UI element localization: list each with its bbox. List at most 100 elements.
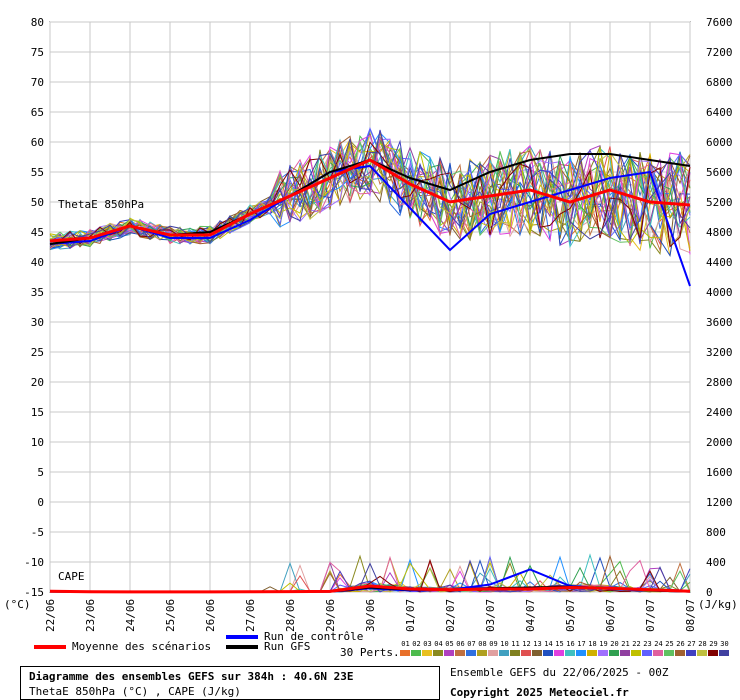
left-tick-label: 10 [31, 436, 44, 449]
left-tick-label: -15 [24, 586, 44, 599]
right-tick-label: 400 [706, 556, 726, 569]
theta-member-line [49, 148, 691, 248]
member-number: 25 [665, 640, 674, 648]
member-swatch [554, 650, 564, 656]
right-tick-label: 5600 [706, 166, 733, 179]
right-tick-label: 6400 [706, 106, 733, 119]
left-tick-label: 45 [31, 226, 44, 239]
member-swatch [664, 650, 674, 656]
gfs-label: Run GFS [264, 640, 311, 653]
diagram-subtitle: ThetaE 850hPa (°C) , CAPE (J/kg) [29, 685, 241, 698]
member-number: 05 [445, 640, 454, 648]
right-tick-label: 5200 [706, 196, 733, 209]
member-number: 23 [643, 640, 652, 648]
member-number: 15 [555, 640, 564, 648]
x-date-label: 22/06 [44, 599, 57, 632]
member-swatch [653, 650, 663, 656]
member-swatch [587, 650, 597, 656]
right-tick-label: 0 [706, 586, 713, 599]
left-tick-label: 60 [31, 136, 44, 149]
right-tick-label: 7600 [706, 16, 733, 29]
member-swatch [686, 650, 696, 656]
left-tick-label: 40 [31, 256, 44, 269]
member-swatch [521, 650, 531, 656]
right-tick-label: 3200 [706, 346, 733, 359]
member-number: 26 [676, 640, 685, 648]
mean-line-swatch [34, 645, 66, 649]
member-number: 19 [599, 640, 608, 648]
member-number: 17 [577, 640, 586, 648]
left-tick-label: 65 [31, 106, 44, 119]
gfs-line-swatch [226, 645, 258, 649]
member-swatch [565, 650, 575, 656]
legend-control: Run de contrôle [226, 630, 363, 643]
member-swatch [532, 650, 542, 656]
member-number: 11 [511, 640, 520, 648]
mean-label: Moyenne des scénarios [72, 640, 212, 653]
member-number: 14 [544, 640, 553, 648]
member-swatch [488, 650, 498, 656]
member-swatch [400, 650, 410, 656]
right-unit-label: (J/kg) [698, 598, 738, 611]
member-number: 18 [588, 640, 597, 648]
member-number: 28 [698, 640, 707, 648]
member-number: 16 [566, 640, 575, 648]
x-date-label: 23/06 [84, 599, 97, 632]
legend-mean: Moyenne des scénarios [34, 640, 211, 653]
member-swatch [444, 650, 454, 656]
right-tick-label: 2000 [706, 436, 733, 449]
member-number: 20 [610, 640, 619, 648]
left-tick-label: 30 [31, 316, 44, 329]
member-swatch [576, 650, 586, 656]
x-date-label: 02/07 [444, 599, 457, 632]
member-number: 04 [434, 640, 443, 648]
member-swatch [422, 650, 432, 656]
x-axis-date-labels: 22/06 23/06 24/06 25/06 26/06 27/06 28/06 29/06… [44, 599, 697, 632]
member-number: 08 [478, 640, 487, 648]
member-number: 27 [687, 640, 696, 648]
x-date-label: 29/06 [324, 599, 337, 632]
left-tick-label: 55 [31, 166, 44, 179]
right-tick-label: 4400 [706, 256, 733, 269]
x-date-label: 07/07 [644, 599, 657, 632]
x-date-label: 04/07 [524, 599, 537, 632]
member-number: 24 [654, 640, 663, 648]
x-date-label: 24/06 [124, 599, 137, 632]
member-number: 01 [401, 640, 410, 648]
right-tick-label: 3600 [706, 316, 733, 329]
member-number: 21 [621, 640, 630, 648]
member-number: 29 [709, 640, 718, 648]
x-date-label: 28/06 [284, 599, 297, 632]
left-tick-label: 70 [31, 76, 44, 89]
left-tick-label: 35 [31, 286, 44, 299]
member-number: 09 [489, 640, 498, 648]
right-tick-label: 6800 [706, 76, 733, 89]
x-date-label: 25/06 [164, 599, 177, 632]
legend-perts-label: 30 Perts. [340, 646, 400, 659]
member-swatch [499, 650, 509, 656]
x-date-label: 27/06 [244, 599, 257, 632]
member-swatch [719, 650, 729, 656]
member-swatch [675, 650, 685, 656]
left-tick-label: -5 [31, 526, 44, 539]
left-tick-label: 5 [37, 466, 44, 479]
left-tick-label: 20 [31, 376, 44, 389]
left-tick-label: 15 [31, 406, 44, 419]
legend-gfs: Run GFS [226, 640, 310, 653]
left-tick-label: -10 [24, 556, 44, 569]
member-number: 10 [500, 640, 509, 648]
left-tick-label: 50 [31, 196, 44, 209]
right-tick-label: 6000 [706, 136, 733, 149]
control-label: Run de contrôle [264, 630, 364, 643]
highlight-lines [49, 153, 691, 594]
x-date-label: 05/07 [564, 599, 577, 632]
x-date-label: 01/07 [404, 599, 417, 632]
x-date-label: 30/06 [364, 599, 377, 632]
right-tick-label: 800 [706, 526, 726, 539]
member-swatch [477, 650, 487, 656]
copyright: Copyright 2025 Meteociel.fr [450, 686, 629, 699]
x-date-label: 03/07 [484, 599, 497, 632]
right-tick-label: 4000 [706, 286, 733, 299]
